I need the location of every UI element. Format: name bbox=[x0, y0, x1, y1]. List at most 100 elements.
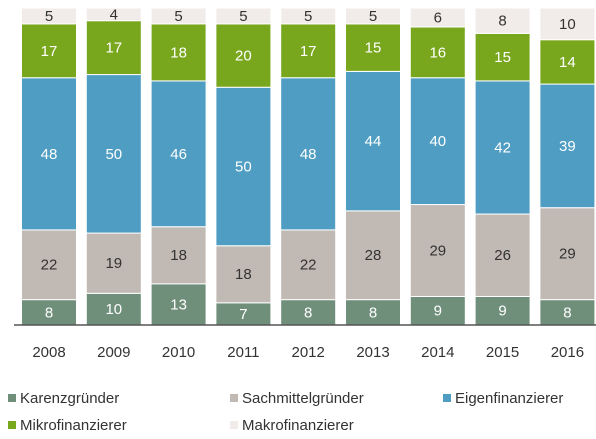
data-label: 19 bbox=[105, 255, 122, 272]
legend-swatch bbox=[443, 394, 451, 402]
data-label: 5 bbox=[369, 8, 377, 25]
bar-segment bbox=[409, 295, 466, 326]
data-label: 8 bbox=[304, 304, 312, 321]
data-label: 17 bbox=[41, 43, 58, 60]
bar-segment bbox=[345, 7, 401, 25]
data-label: 50 bbox=[105, 146, 122, 163]
data-label: 5 bbox=[304, 8, 312, 25]
x-tick-label: 2015 bbox=[486, 344, 519, 361]
bar-segment bbox=[280, 229, 337, 301]
data-label: 44 bbox=[365, 133, 382, 150]
data-label: 5 bbox=[174, 8, 182, 25]
bar-segment bbox=[85, 74, 142, 234]
bar-segment bbox=[409, 77, 466, 206]
bar-segment bbox=[539, 7, 596, 41]
bar-segment bbox=[21, 299, 77, 326]
data-label: 10 bbox=[105, 301, 122, 318]
data-label: 17 bbox=[105, 40, 122, 57]
bar-segment bbox=[474, 80, 531, 215]
data-label: 6 bbox=[434, 9, 442, 26]
x-tick-label: 2010 bbox=[162, 344, 195, 361]
legend-label: Makrofinanzierer bbox=[242, 417, 354, 434]
data-label: 10 bbox=[559, 16, 576, 33]
legend-swatch bbox=[230, 394, 238, 402]
legend-label: Sachmittelgründer bbox=[242, 390, 364, 407]
data-label: 40 bbox=[429, 133, 446, 150]
data-label: 4 bbox=[110, 6, 118, 23]
data-label: 48 bbox=[41, 146, 58, 163]
data-label: 48 bbox=[300, 146, 317, 163]
data-label: 14 bbox=[559, 54, 576, 71]
bar-segment bbox=[345, 23, 401, 72]
bar-segment bbox=[345, 210, 401, 301]
data-label: 50 bbox=[235, 158, 252, 175]
bar-segment bbox=[474, 213, 531, 297]
data-label: 8 bbox=[498, 13, 506, 30]
data-label: 9 bbox=[498, 303, 506, 320]
legend-label: Mikrofinanzierer bbox=[20, 417, 127, 434]
data-label: 7 bbox=[239, 306, 247, 323]
data-label: 13 bbox=[170, 296, 187, 313]
bar-segment bbox=[215, 86, 272, 247]
data-label: 46 bbox=[170, 146, 187, 163]
legend-swatch bbox=[230, 421, 238, 429]
data-label: 8 bbox=[563, 304, 571, 321]
data-label: 22 bbox=[300, 257, 317, 274]
bar-segment bbox=[215, 245, 272, 304]
bar-segment bbox=[280, 23, 337, 79]
data-label: 15 bbox=[494, 49, 511, 66]
data-label: 8 bbox=[369, 304, 377, 321]
bar-segment bbox=[539, 39, 596, 85]
data-label: 5 bbox=[45, 8, 53, 25]
x-tick-label: 2016 bbox=[551, 344, 584, 361]
bar-segment bbox=[21, 7, 77, 25]
bar-segment bbox=[280, 7, 337, 25]
bar-segment bbox=[539, 83, 596, 209]
legend-label: Karenzgründer bbox=[20, 390, 119, 407]
x-tick-label: 2014 bbox=[421, 344, 454, 361]
x-tick-label: 2013 bbox=[356, 344, 389, 361]
bar-segment bbox=[409, 204, 466, 297]
bar-segment bbox=[474, 32, 531, 82]
bar-segment bbox=[21, 23, 77, 79]
data-label: 29 bbox=[429, 242, 446, 259]
bar-segment bbox=[150, 226, 207, 285]
data-label: 5 bbox=[239, 8, 247, 25]
bar-segment bbox=[150, 80, 207, 228]
data-label: 28 bbox=[365, 247, 382, 264]
bar-segment bbox=[409, 26, 466, 79]
bar-segment bbox=[474, 7, 531, 34]
data-label: 18 bbox=[170, 247, 187, 264]
x-tick-label: 2008 bbox=[32, 344, 65, 361]
data-label: 8 bbox=[45, 304, 53, 321]
data-label: 20 bbox=[235, 48, 252, 65]
bar-segment bbox=[345, 70, 401, 212]
bar-segment bbox=[21, 229, 77, 301]
data-label: 22 bbox=[41, 257, 58, 274]
data-label: 9 bbox=[434, 303, 442, 320]
bar-segment bbox=[215, 7, 272, 25]
data-label: 18 bbox=[235, 266, 252, 283]
legend-label: Eigenfinanzierer bbox=[455, 390, 563, 407]
data-label: 16 bbox=[429, 44, 446, 61]
data-label: 26 bbox=[494, 247, 511, 264]
bar-segment bbox=[409, 7, 466, 28]
data-label: 17 bbox=[300, 43, 317, 60]
data-label: 15 bbox=[365, 40, 382, 57]
bar-segment bbox=[85, 20, 142, 76]
legend-swatch bbox=[8, 421, 16, 429]
bar-segment bbox=[150, 7, 207, 25]
data-label: 42 bbox=[494, 139, 511, 156]
legend-swatch bbox=[8, 394, 16, 402]
x-tick-label: 2009 bbox=[97, 344, 130, 361]
x-tick-label: 2011 bbox=[227, 344, 259, 361]
data-label: 18 bbox=[170, 44, 187, 61]
bar-segment bbox=[85, 7, 142, 22]
bar-segment bbox=[85, 232, 142, 294]
x-tick-label: 2012 bbox=[292, 344, 325, 361]
data-label: 39 bbox=[559, 138, 576, 155]
bar-segment bbox=[539, 299, 596, 326]
bar-segment bbox=[215, 23, 272, 88]
bar-segment bbox=[280, 77, 337, 231]
